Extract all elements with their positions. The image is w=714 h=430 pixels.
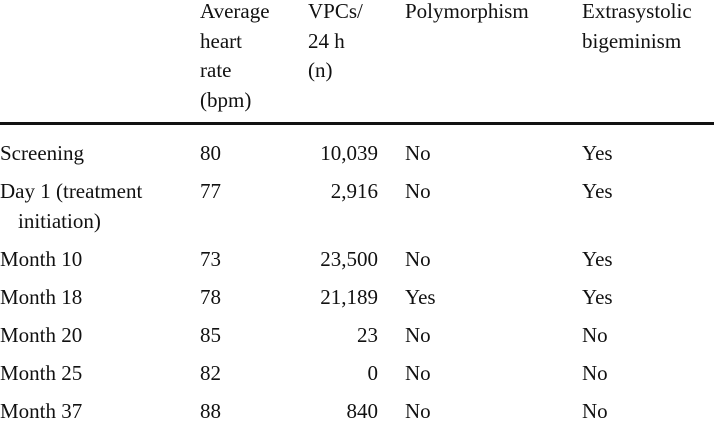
table-cell: 2,916	[308, 172, 405, 240]
table-cell: No	[582, 392, 714, 430]
table-cell: Month 20	[0, 316, 200, 354]
table-cell: 840	[308, 392, 405, 430]
table-cell: Screening	[0, 124, 200, 173]
header-cell: VPCs/24 h(n)	[308, 0, 405, 124]
header-line: rate	[200, 56, 308, 86]
table-cell: Day 1 (treatment initiation)	[0, 172, 200, 240]
header-line: bigeminism	[582, 27, 714, 57]
table-cell: No	[405, 316, 582, 354]
table-cell: 10,039	[308, 124, 405, 173]
header-cell	[0, 0, 200, 124]
table-cell: Yes	[582, 278, 714, 316]
table-cell: No	[405, 124, 582, 173]
header-line: heart	[200, 27, 308, 57]
table-cell: 78	[200, 278, 308, 316]
table-cell: Yes	[582, 240, 714, 278]
table-cell: 77	[200, 172, 308, 240]
table-cell: 80	[200, 124, 308, 173]
table-cell: No	[582, 316, 714, 354]
table-cell: 73	[200, 240, 308, 278]
header-line: Extrasystolic	[582, 0, 714, 27]
table-cell: 21,189	[308, 278, 405, 316]
header-cell: Polymorphism	[405, 0, 582, 124]
table-cell: Yes	[582, 172, 714, 240]
table-cell: Month 25	[0, 354, 200, 392]
header-line: 24 h	[308, 27, 405, 57]
table-cell: Yes	[405, 278, 582, 316]
table-cell: 23,500	[308, 240, 405, 278]
table-cell: 23	[308, 316, 405, 354]
table-cell: 85	[200, 316, 308, 354]
table-cell: Month 10	[0, 240, 200, 278]
table-cell: No	[405, 240, 582, 278]
table-cell: 82	[200, 354, 308, 392]
header-line: Polymorphism	[405, 0, 582, 27]
header-line: VPCs/	[308, 0, 405, 27]
table-cell: No	[582, 354, 714, 392]
header-line: Average	[200, 0, 308, 27]
table-cell: No	[405, 354, 582, 392]
table-cell: Month 37	[0, 392, 200, 430]
table-cell: Yes	[582, 124, 714, 173]
table-cell: 0	[308, 354, 405, 392]
table-cell: 88	[200, 392, 308, 430]
table-cell: No	[405, 172, 582, 240]
table-cell: Month 18	[0, 278, 200, 316]
table-cell: No	[405, 392, 582, 430]
header-line: (bpm)	[200, 86, 308, 116]
header-line: (n)	[308, 56, 405, 86]
